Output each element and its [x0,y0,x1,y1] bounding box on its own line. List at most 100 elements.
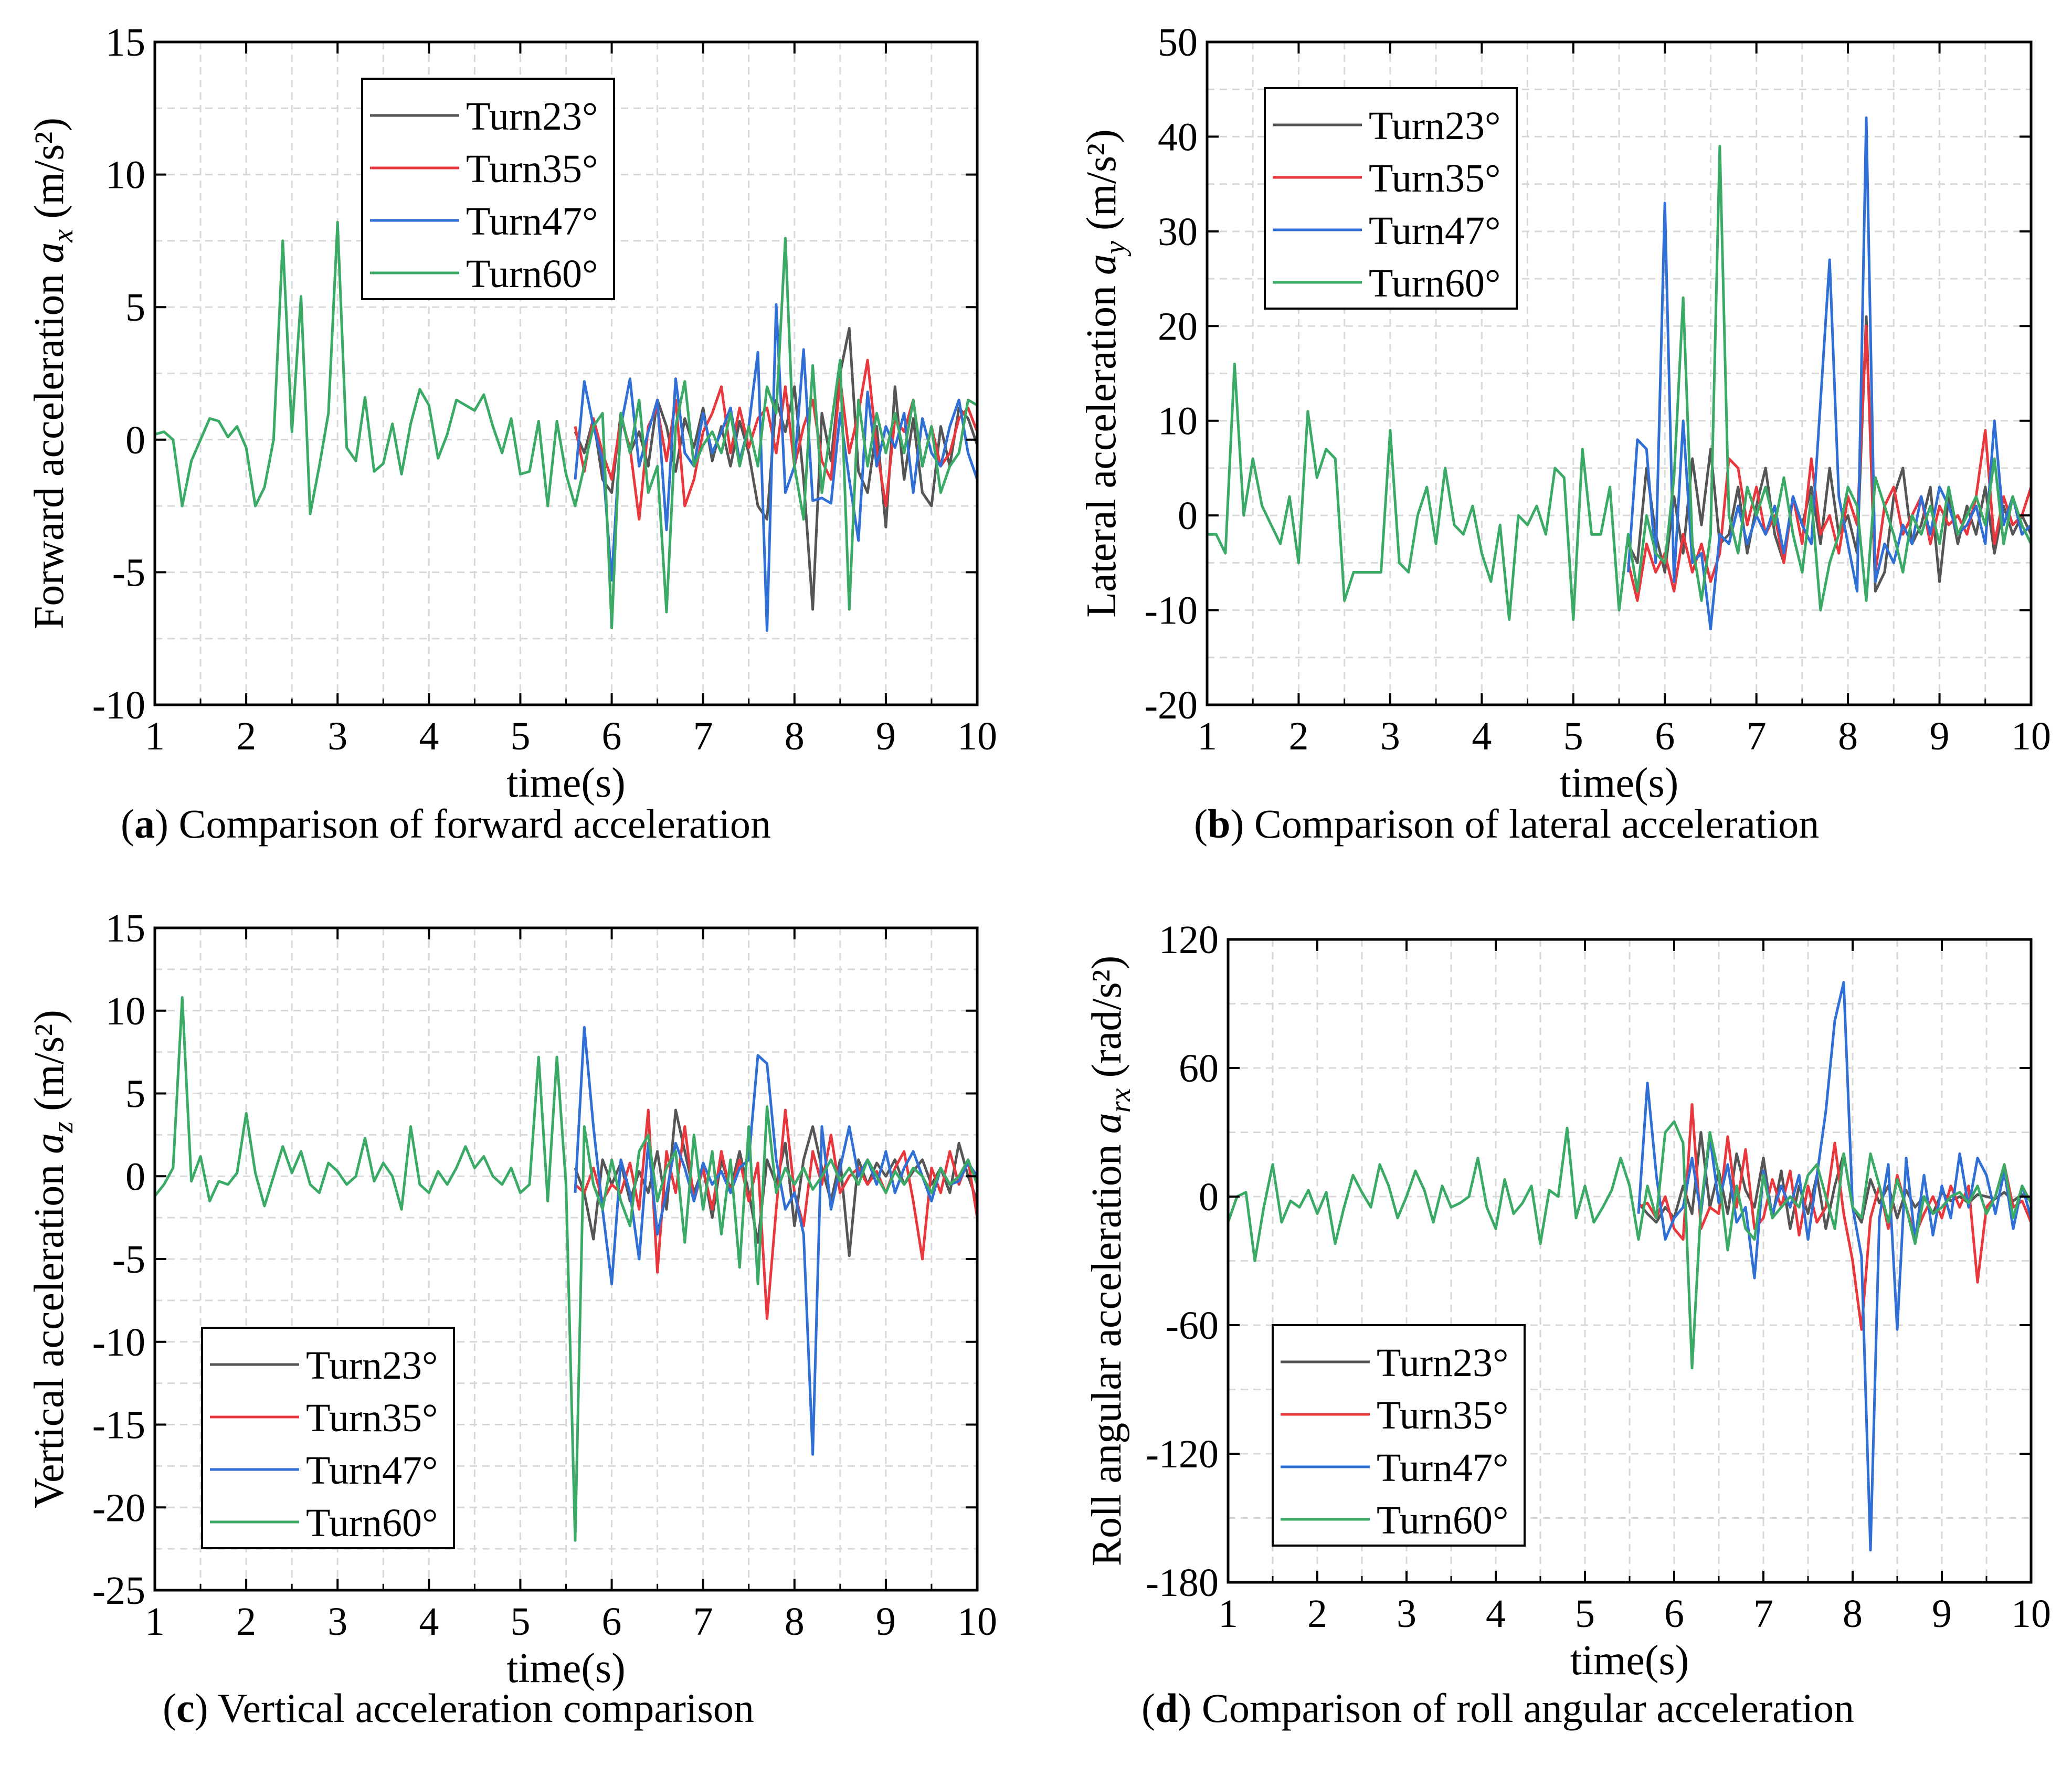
x-tick-label: 9 [1932,1592,1952,1636]
x-tick-label: 9 [1930,714,1950,758]
x-tick-label: 7 [693,714,713,758]
x-tick-label: 1 [145,714,165,758]
y-tick-label: 15 [105,20,145,65]
y-tick-label: -10 [1145,589,1198,633]
y-tick-label: 5 [125,1072,145,1116]
chart-b: 1 2 3 4 5 6 7 8 9 10 -20 -10 0 10 20 30 40 50 time(s) Later… [1079,20,2051,806]
legend-label: Turn60° [1369,261,1500,305]
y-tick-label: -5 [112,551,145,595]
y-label-unit: (rad/s²) [1084,956,1130,1088]
x-tick-label: 6 [602,714,622,758]
y-tick-label: 0 [125,418,145,462]
legend-label: Turn23° [306,1344,438,1388]
y-tick-label: -60 [1166,1304,1219,1348]
caption-b: (b) Comparison of lateral acceleration [1194,800,1819,848]
x-tick-label: 5 [510,714,530,758]
x-tick-label: 10 [957,1600,997,1644]
x-tick-label: 1 [1218,1592,1238,1636]
y-axis-label: Lateral acceleration ay (m/s²) [1079,129,1132,618]
legend-label: Turn47° [1369,209,1500,253]
legend-label: Turn35° [1369,156,1500,200]
y-label-main: Forward acceleration [26,263,72,629]
y-tick-label: -15 [92,1403,145,1447]
y-tick-label: -10 [92,683,145,727]
legend-label: Turn60° [466,252,598,296]
y-label-main: Vertical acceleration [26,1154,72,1508]
caption-text: ) Vertical acceleration comparison [194,1685,754,1731]
caption-text: ) Comparison of lateral acceleration [1230,801,1820,847]
y-label-subscript: z [47,1122,79,1134]
y-axis-label: Vertical acceleration az (m/s²) [26,1010,79,1508]
x-tick-label: 6 [1664,1592,1684,1636]
legend-label: Turn35° [306,1396,438,1440]
x-tick-label: 2 [1307,1592,1327,1636]
x-tick-label: 8 [785,714,805,758]
y-axis-label: Roll angular acceleration arx (rad/s²) [1084,956,1137,1567]
series-line-Turn47 [574,303,977,632]
caption-open-paren: ( [1194,801,1208,847]
legend-label: Turn35° [1377,1393,1508,1437]
legend-label: Turn35° [466,147,598,191]
x-axis-label: time(s) [1560,760,1679,806]
y-tick-label: 30 [1158,210,1198,254]
caption-letter: b [1207,801,1231,847]
legend-label: Turn47° [306,1448,438,1493]
y-label-variable: a [26,242,72,263]
legend-label: Turn60° [1377,1498,1508,1542]
x-tick-label: 1 [1197,714,1217,758]
y-tick-label: 0 [1178,494,1198,538]
caption-a: (a) Comparison of forward acceleration [121,800,771,848]
y-label-variable: a [1084,1113,1130,1134]
legend-label: Turn47° [1377,1446,1508,1490]
chart-c: 1 2 3 4 5 6 7 8 9 10 -25 -20 -15 -10 -5 0 5 10 15 time(s) Ve… [26,906,997,1691]
x-axis-label: time(s) [1570,1637,1689,1684]
x-tick-label: 6 [1655,714,1675,758]
y-tick-label: 0 [1199,1175,1219,1219]
chart-d: 1 2 3 4 5 6 7 8 9 10 -180 -120 -60 0 60 120 time(s) Roll … [1084,918,2051,1684]
y-label-main: Roll angular acceleration [1084,1134,1130,1566]
caption-open-paren: ( [121,801,134,847]
x-axis-label: time(s) [506,1645,626,1691]
x-tick-label: 9 [876,714,896,758]
y-tick-label: 10 [1158,399,1198,443]
x-tick-label: 9 [876,1600,896,1644]
y-axis-label: Forward acceleration ax (m/s²) [26,118,79,629]
x-tick-label: 3 [327,714,347,758]
x-tick-label: 5 [1575,1592,1595,1636]
x-tick-label: 4 [419,1600,439,1644]
x-tick-label: 10 [957,714,997,758]
x-tick-label: 3 [1397,1592,1416,1636]
legend-label: Turn23° [466,94,598,139]
caption-text: ) Comparison of forward acceleration [154,801,771,847]
y-tick-label: 50 [1158,20,1198,65]
series-line-Turn47 [574,1025,977,1456]
series-line-Turn35 [1637,1103,2031,1331]
y-label-subscript: x [47,229,79,243]
caption-d: (d) Comparison of roll angular accelerat… [1141,1685,1854,1732]
x-tick-label: 2 [1288,714,1308,758]
caption-letter: c [176,1685,195,1731]
series-line-Turn60 [155,221,977,629]
legend-label: Turn23° [1377,1341,1508,1385]
y-tick-label: -5 [112,1238,145,1282]
x-tick-label: 5 [1563,714,1583,758]
x-tick-label: 8 [1843,1592,1863,1636]
series-line-Turn60 [155,996,977,1542]
x-axis-label: time(s) [506,760,626,806]
x-tick-label: 2 [236,1600,256,1644]
y-label-unit: (m/s²) [26,1010,72,1122]
series-group [1207,116,2031,631]
series-line-Turn35 [574,1108,977,1320]
y-tick-label: -20 [92,1486,145,1530]
y-tick-label: -120 [1146,1432,1219,1476]
series-line-Turn60 [1228,1120,2031,1370]
x-tick-label: 10 [2011,714,2051,758]
y-tick-label: 15 [105,906,145,950]
y-label-variable: a [26,1133,72,1154]
y-tick-label: 5 [125,286,145,330]
x-tick-label: 2 [236,714,256,758]
x-tick-label: 8 [1838,714,1858,758]
x-tick-label: 7 [693,1600,713,1644]
series-group [1228,981,2031,1552]
